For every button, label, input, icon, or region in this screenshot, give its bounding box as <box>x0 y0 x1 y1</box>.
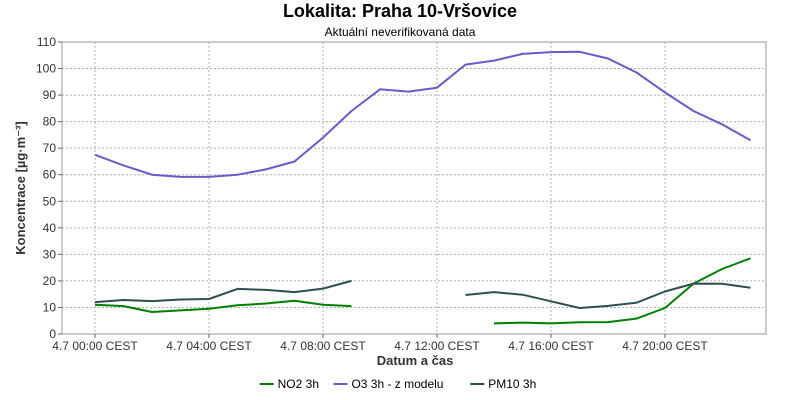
plot-area <box>61 41 767 335</box>
x-tick-label: 4.7 04:00 CEST <box>166 339 252 353</box>
y-tick-label: 80 <box>43 115 57 129</box>
y-tick-label: 100 <box>36 62 56 76</box>
series-line-1 <box>94 50 751 178</box>
y-tick-label: 90 <box>43 88 57 102</box>
legend-item: NO2 3h <box>278 377 319 391</box>
y-tick-label: 110 <box>37 35 56 49</box>
legend-item: O3 3h - z modelu <box>351 377 443 391</box>
y-tick-label: 10 <box>43 300 57 314</box>
series-line-2 <box>94 279 751 309</box>
x-axis-label: Datum a čas <box>377 353 454 368</box>
y-tick-label: 70 <box>43 141 57 155</box>
x-tick-label: 4.7 20:00 CEST <box>622 339 708 353</box>
chart-title: Lokalita: Praha 10-Vršovice <box>283 1 517 21</box>
y-tick-label: 30 <box>43 247 57 261</box>
series-line-0 <box>94 257 751 325</box>
x-tick-label: 4.7 12:00 CEST <box>394 339 480 353</box>
legend-item: PM10 3h <box>488 377 536 391</box>
y-tick-label: 50 <box>43 194 57 208</box>
y-axis-label: Koncentrace [µg·m⁻³] <box>13 121 28 255</box>
x-tick-label: 4.7 08:00 CEST <box>280 339 366 353</box>
y-tick-label: 20 <box>43 274 57 288</box>
grid <box>62 42 766 334</box>
chart-subtitle: Aktuální neverifikovaná data <box>325 25 476 39</box>
x-axis: 4.7 00:00 CEST 4.7 04:00 CEST 4.7 08:00 CE… <box>52 334 708 353</box>
y-tick-label: 60 <box>43 168 57 182</box>
x-tick-label: 4.7 16:00 CEST <box>508 339 594 353</box>
y-tick-label: 40 <box>43 221 57 235</box>
series-group <box>94 50 751 325</box>
y-axis: 0 10 20 30 40 50 60 70 80 90 100 110 <box>36 35 62 341</box>
legend: NO2 3h O3 3h - z modelu PM10 3h <box>259 377 536 391</box>
y-tick-label: 0 <box>49 327 56 341</box>
x-tick-label: 4.7 00:00 CEST <box>52 339 138 353</box>
